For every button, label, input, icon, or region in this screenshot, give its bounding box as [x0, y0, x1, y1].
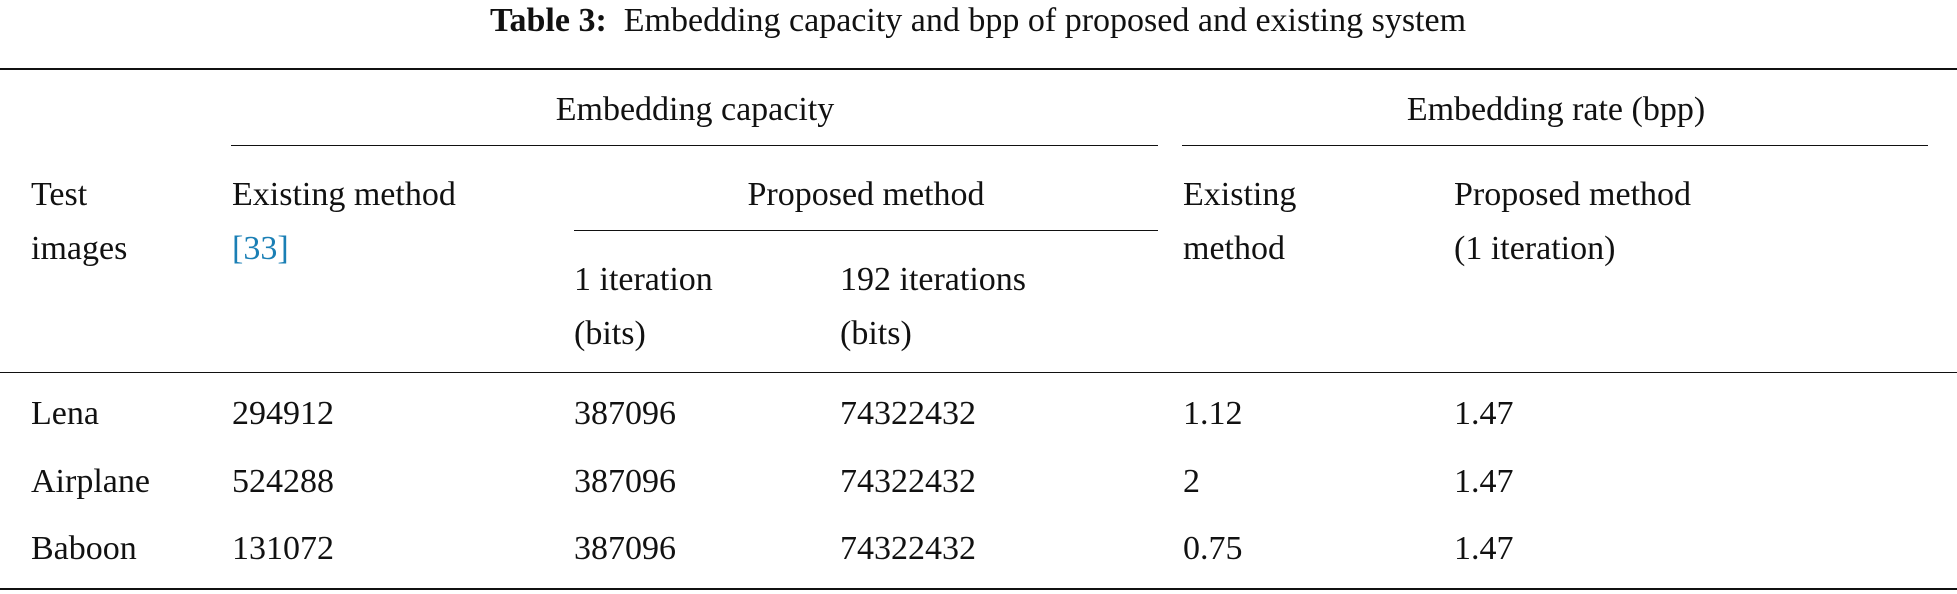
- table-cell: 74322432: [840, 395, 976, 432]
- table-cell: 387096: [574, 530, 676, 567]
- table-cell: 1.47: [1454, 395, 1514, 432]
- top-rule: [0, 68, 1957, 70]
- row-label: Baboon: [31, 530, 137, 567]
- row-label: Lena: [31, 395, 99, 432]
- header-cell: Proposed method: [1454, 176, 1692, 213]
- caption-text: Embedding capacity and bpp of proposed a…: [623, 2, 1467, 39]
- header-cell: Test: [31, 176, 88, 213]
- group-header: Embedding capacity: [555, 91, 835, 128]
- row-label: Airplane: [31, 463, 150, 500]
- reference-link[interactable]: [33]: [232, 230, 289, 267]
- caption-label: Table 3:: [489, 2, 607, 39]
- table-cell: 1.47: [1454, 463, 1514, 500]
- bottom-rule: [0, 588, 1957, 590]
- header-cell: Existing: [1183, 176, 1297, 213]
- group-rule: [1182, 145, 1928, 146]
- header-cell: images: [31, 230, 128, 267]
- header-cell: (bits): [840, 315, 912, 352]
- subgroup-rule: [574, 230, 1158, 231]
- table-cell: 387096: [574, 395, 676, 432]
- header-cell: 192 iterations: [840, 261, 1027, 298]
- group-rule: [231, 145, 1158, 146]
- group-header: Embedding rate (bpp): [1406, 91, 1706, 128]
- table-cell: 2: [1183, 463, 1200, 500]
- header-cell: Proposed method: [747, 176, 985, 213]
- table-cell: 74322432: [840, 530, 976, 567]
- table-cell: 74322432: [840, 463, 976, 500]
- header-cell: method: [1183, 230, 1285, 267]
- table-cell: 131072: [232, 530, 334, 567]
- table-cell: 294912: [232, 395, 334, 432]
- table-cell: 1.12: [1183, 395, 1243, 432]
- header-cell: 1 iteration: [574, 261, 713, 298]
- table-cell: 1.47: [1454, 530, 1514, 567]
- header-cell: (1 iteration): [1454, 230, 1616, 267]
- header-cell: Existing method: [232, 176, 456, 213]
- header-rule: [0, 372, 1957, 373]
- table-cell: 0.75: [1183, 530, 1243, 567]
- table-cell: 387096: [574, 463, 676, 500]
- header-cell: (bits): [574, 315, 646, 352]
- caption: Table 3: Embedding capacity and bpp of p…: [490, 4, 1466, 38]
- table-cell: 524288: [232, 463, 334, 500]
